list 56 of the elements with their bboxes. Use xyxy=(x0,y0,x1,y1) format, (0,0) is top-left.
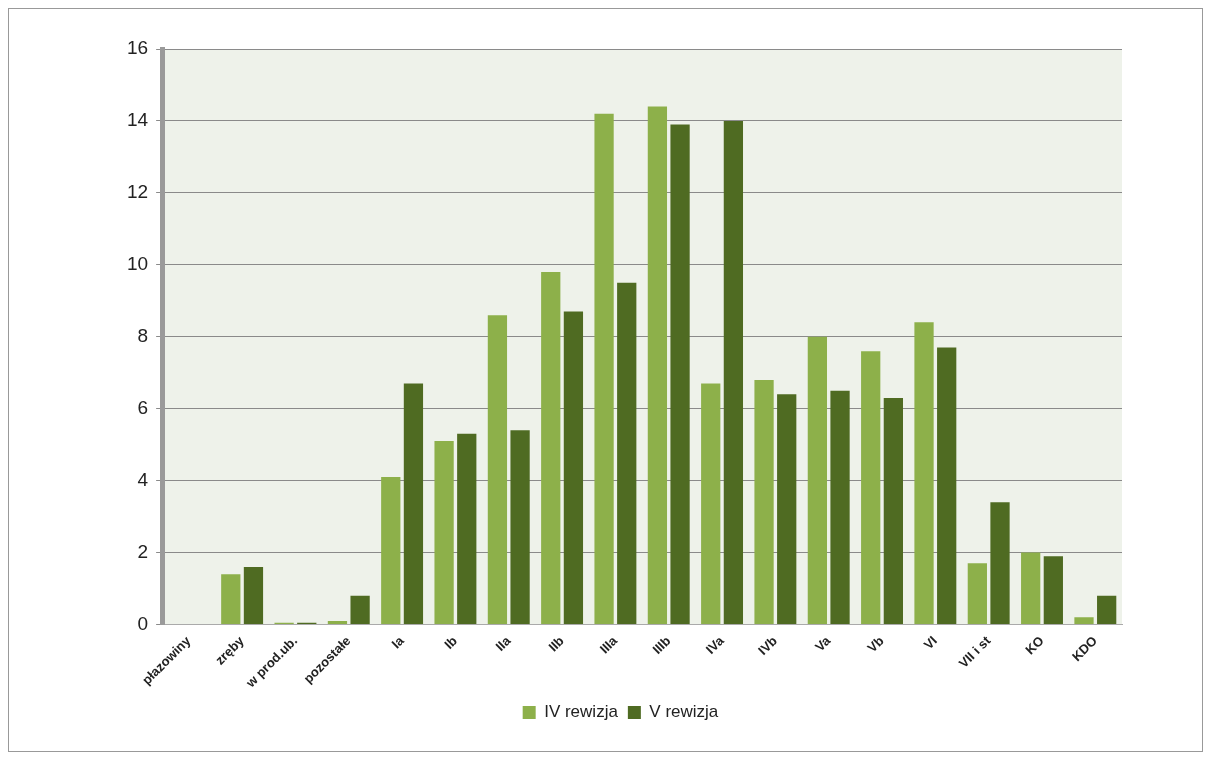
y-tick-label: 16 xyxy=(126,37,149,59)
y-tick-label: 2 xyxy=(137,540,149,562)
bar xyxy=(914,322,934,624)
y-tick-label: 14 xyxy=(126,109,149,131)
y-tick-label: 12 xyxy=(126,181,149,203)
bar xyxy=(1043,556,1063,624)
bar xyxy=(487,315,508,624)
bar xyxy=(883,397,903,624)
bar xyxy=(701,383,721,624)
x-tick-label: IIb xyxy=(545,633,567,655)
bar xyxy=(777,394,797,624)
bar xyxy=(327,620,348,624)
x-tick-label: IVb xyxy=(755,633,781,658)
y-tick-label: 0 xyxy=(137,612,149,634)
x-tick-label: IVa xyxy=(702,632,728,657)
bar xyxy=(830,390,850,624)
x-tick-label: Vb xyxy=(864,633,887,656)
x-tick-label: Ib xyxy=(441,633,461,652)
bar xyxy=(990,502,1010,624)
x-tick-label: IIa xyxy=(492,632,514,654)
bar xyxy=(1097,595,1117,624)
x-tick-label: KO xyxy=(1022,633,1047,658)
bar xyxy=(221,574,241,624)
bar xyxy=(723,120,744,624)
x-tick-label: VI xyxy=(920,633,941,653)
y-tick-label: 4 xyxy=(137,468,149,490)
bar xyxy=(647,106,668,624)
bar xyxy=(403,383,424,624)
bar xyxy=(861,351,881,624)
bar xyxy=(381,477,401,624)
bar xyxy=(434,441,454,624)
x-tick-label: IIIb xyxy=(649,633,674,657)
bar xyxy=(510,430,530,624)
y-tick-label: 6 xyxy=(137,396,149,418)
legend-label: IV rewizja xyxy=(544,702,619,722)
bar xyxy=(1021,552,1041,624)
bar xyxy=(1074,617,1094,624)
y-tick-label: 10 xyxy=(126,253,149,275)
legend-label: V rewizja xyxy=(649,702,719,722)
x-tick-label: IIIa xyxy=(596,632,621,657)
bar xyxy=(754,379,774,624)
x-tick-label: Va xyxy=(812,632,834,655)
bar xyxy=(243,566,264,624)
bar xyxy=(594,113,614,624)
bar xyxy=(541,272,561,624)
bar xyxy=(350,595,370,624)
x-tick-label: VII i st xyxy=(955,632,994,671)
bar xyxy=(563,311,584,624)
bar xyxy=(617,282,637,624)
bar xyxy=(807,336,828,624)
bar xyxy=(670,124,690,624)
bar xyxy=(457,433,477,624)
y-tick-label: 8 xyxy=(137,324,149,346)
bar xyxy=(967,563,987,624)
bar xyxy=(937,347,957,624)
x-tick-label: Ia xyxy=(388,632,408,652)
